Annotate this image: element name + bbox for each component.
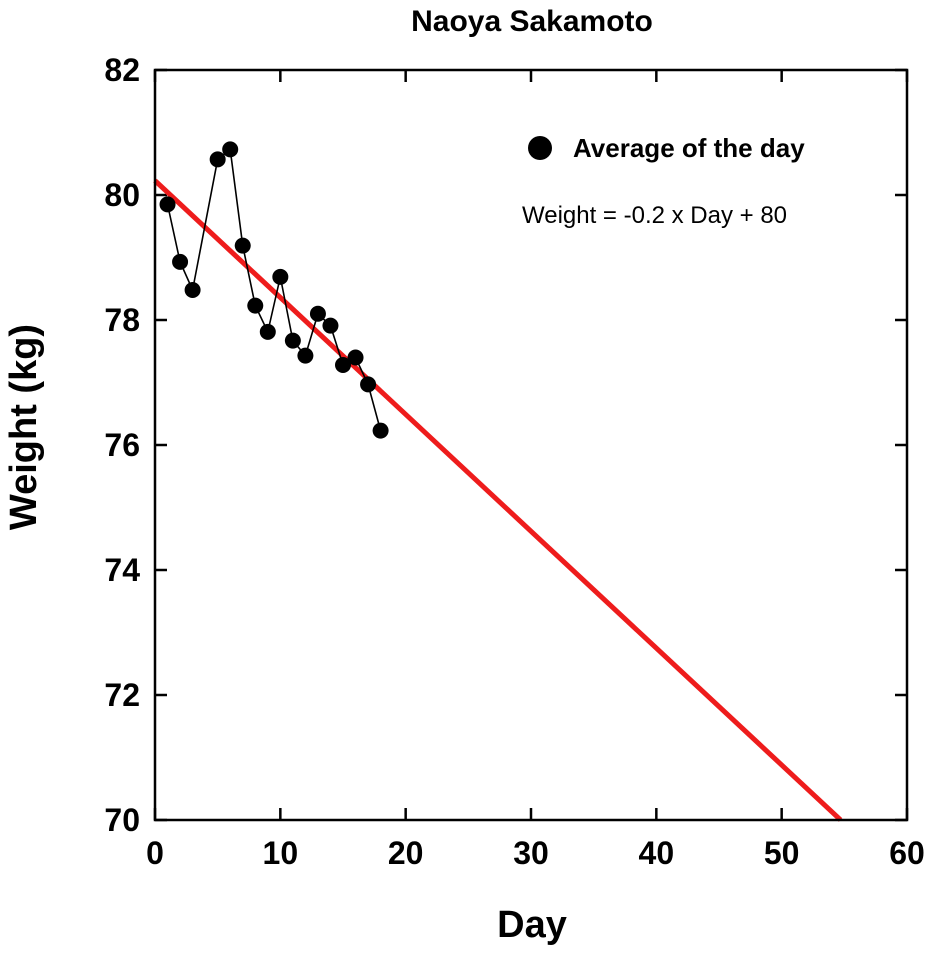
y-tick-label: 82 xyxy=(104,52,140,88)
data-point xyxy=(172,253,189,270)
legend-label: Average of the day xyxy=(573,133,805,163)
plot-frame xyxy=(153,68,909,822)
data-point xyxy=(372,422,389,439)
data-point xyxy=(297,347,314,364)
data-point xyxy=(360,376,377,393)
legend-marker xyxy=(528,136,552,160)
data-point xyxy=(347,349,364,366)
data-point xyxy=(247,297,264,314)
data-point xyxy=(335,357,351,373)
data-point xyxy=(309,305,326,322)
axis-ticks xyxy=(153,68,909,822)
data-point xyxy=(284,332,301,349)
trend-line xyxy=(153,178,843,822)
data-point xyxy=(222,141,239,158)
y-tick-label: 70 xyxy=(104,802,140,838)
x-tick-label: 0 xyxy=(146,835,164,871)
y-tick-label: 78 xyxy=(104,302,140,338)
y-tick-label: 74 xyxy=(104,552,140,588)
data-point xyxy=(184,282,201,298)
data-point xyxy=(234,237,251,254)
x-tick-label: 30 xyxy=(513,835,549,871)
tick-labels: 0 10 20 30 40 50 60 70 72 74 76 78 80 82 xyxy=(104,52,924,871)
y-tick-label: 72 xyxy=(104,677,140,713)
x-tick-label: 60 xyxy=(889,835,925,871)
x-tick-label: 20 xyxy=(388,835,424,871)
equation-annotation: Weight = -0.2 x Day + 80 xyxy=(522,202,787,229)
x-tick-label: 10 xyxy=(263,835,299,871)
x-tick-label: 40 xyxy=(639,835,675,871)
data-points xyxy=(159,141,389,439)
data-point xyxy=(322,317,339,334)
chart-title: Naoya Sakamoto xyxy=(411,5,653,38)
data-point xyxy=(159,196,176,213)
y-tick-label: 76 xyxy=(104,427,140,463)
data-point xyxy=(272,268,289,285)
legend: Average of the day xyxy=(528,133,805,163)
x-axis-label: Day xyxy=(497,904,567,946)
y-tick-label: 80 xyxy=(104,177,140,213)
y-axis-label: Weight (kg) xyxy=(3,324,45,530)
data-point xyxy=(259,323,276,340)
data-point xyxy=(209,151,226,168)
x-tick-label: 50 xyxy=(764,835,800,871)
